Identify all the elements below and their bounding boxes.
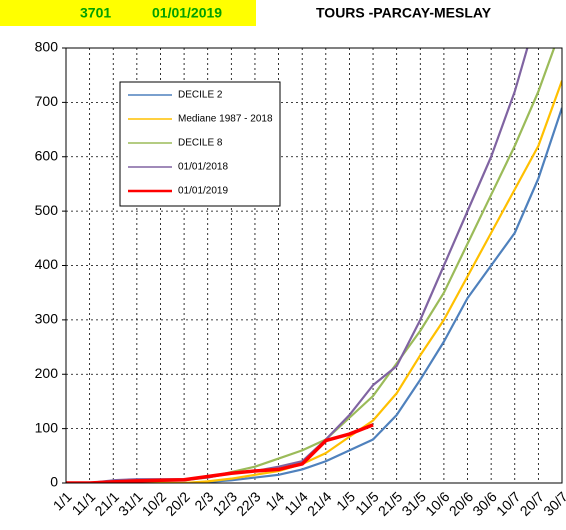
x-tick-label: 11/4	[281, 488, 311, 518]
x-tick-label: 21/1	[91, 488, 122, 519]
legend-label: DECILE 2	[178, 90, 223, 101]
y-tick-label: 100	[35, 419, 59, 435]
series-line	[66, 423, 374, 483]
x-tick-label: 10/7	[493, 488, 524, 519]
legend-label: DECILE 8	[178, 138, 223, 149]
x-tick-label: 10/6	[422, 488, 453, 519]
y-tick-label: 400	[35, 256, 59, 272]
x-tick-label: 10/2	[139, 488, 170, 519]
x-tick-label: 20/7	[517, 488, 548, 519]
x-tick-label: 31/5	[398, 488, 429, 519]
station-name: TOURS -PARCAY-MESLAY	[316, 5, 492, 21]
y-tick-label: 800	[35, 39, 59, 55]
plot-border	[65, 47, 563, 484]
x-tick-label: 21/4	[304, 488, 335, 519]
x-tick-label: 11/5	[352, 488, 382, 518]
legend-box	[119, 81, 281, 207]
legend-label: 01/01/2018	[178, 162, 228, 173]
x-tick-label: 21/5	[375, 488, 406, 519]
x-tick-label: 22/3	[233, 488, 264, 519]
x-tick-label: 30/7	[540, 488, 566, 519]
x-tick-label: 20/6	[446, 488, 477, 519]
legend-label: 01/01/2019	[178, 186, 228, 197]
x-tick-label: 12/3	[209, 488, 240, 519]
y-tick-label: 700	[35, 93, 59, 109]
y-tick-label: 0	[50, 474, 58, 490]
station-code: 3701	[80, 5, 111, 21]
start-date: 01/01/2019	[152, 5, 222, 21]
y-tick-label: 600	[35, 147, 59, 163]
x-tick-label: 11/1	[69, 488, 99, 518]
x-tick-label: 30/6	[469, 488, 500, 519]
series-line	[66, 80, 562, 483]
x-tick-label: 20/2	[162, 488, 193, 519]
series-line	[66, 107, 562, 483]
y-tick-label: 200	[35, 365, 59, 381]
legend-label: Mediane 1987 - 2018	[178, 114, 273, 125]
y-tick-label: 500	[35, 202, 59, 218]
x-tick-label: 31/1	[115, 488, 146, 519]
header-box	[0, 0, 256, 26]
y-tick-label: 300	[35, 311, 59, 327]
